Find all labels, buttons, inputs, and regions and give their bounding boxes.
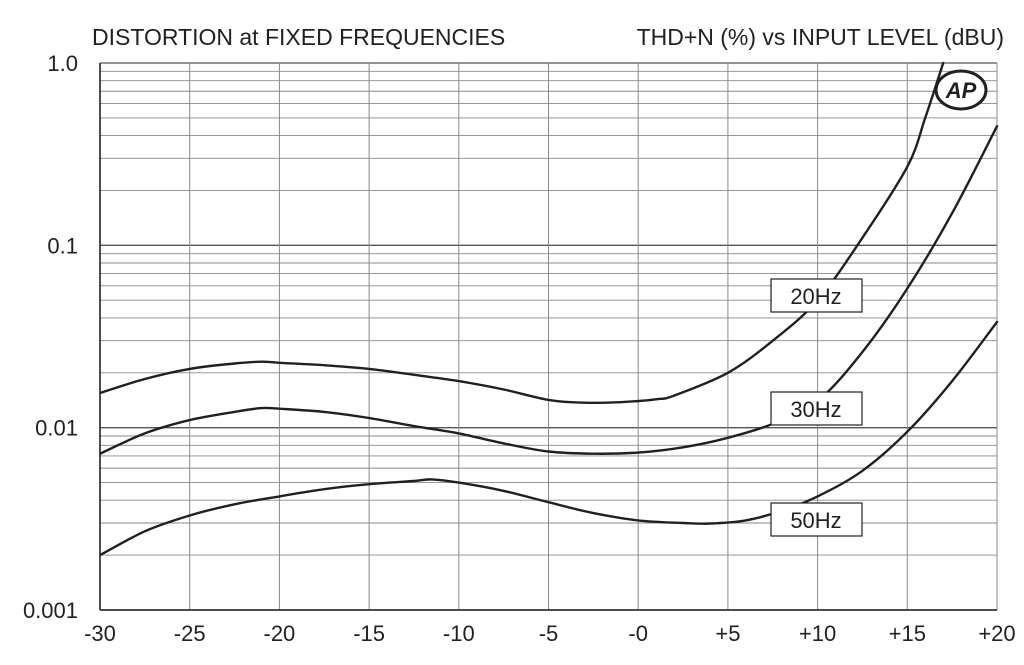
series-group <box>100 61 999 557</box>
y-tick-label: 1.0 <box>47 51 78 76</box>
series-label-box <box>770 502 863 537</box>
series-label-0: 20Hz <box>790 284 841 309</box>
series-label-box <box>770 391 863 426</box>
x-tick-label: -10 <box>443 621 475 646</box>
series-line-0 <box>100 61 945 405</box>
y-tick-label: 0.001 <box>23 598 78 623</box>
x-tick-label: +15 <box>889 621 926 646</box>
x-tick-label: -0 <box>628 621 648 646</box>
y-tick-label: 0.1 <box>47 233 78 258</box>
x-tick-label: -15 <box>353 621 385 646</box>
x-tick-label: -5 <box>539 621 559 646</box>
x-tick-label: +5 <box>715 621 740 646</box>
series-line-1 <box>100 125 999 455</box>
x-tick-label: +20 <box>978 621 1015 646</box>
ap-logo-text: AP <box>945 78 977 103</box>
y-axis-ticks: 0.001 0.01 0.1 1.0 <box>23 51 78 623</box>
x-tick-label: -20 <box>264 621 296 646</box>
series-label-2: 50Hz <box>790 508 841 533</box>
series-label-1: 30Hz <box>790 397 841 422</box>
series-line-2 <box>100 320 999 557</box>
series-labels: 20Hz 30Hz 50Hz <box>770 278 863 537</box>
ap-logo-icon: AP <box>934 69 988 111</box>
chart-subtitle: THD+N (%) vs INPUT LEVEL (dBU) <box>637 24 1004 50</box>
series-label-box <box>770 278 863 313</box>
x-tick-label: -25 <box>174 621 206 646</box>
chart-title: DISTORTION at FIXED FREQUENCIES <box>92 24 505 50</box>
x-tick-label: -30 <box>84 621 116 646</box>
x-axis-ticks: -30 -25 -20 -15 -10 -5 -0 +5 +10 +15 +20 <box>84 621 1016 646</box>
x-tick-label: +10 <box>799 621 836 646</box>
y-tick-label: 0.01 <box>35 416 78 441</box>
